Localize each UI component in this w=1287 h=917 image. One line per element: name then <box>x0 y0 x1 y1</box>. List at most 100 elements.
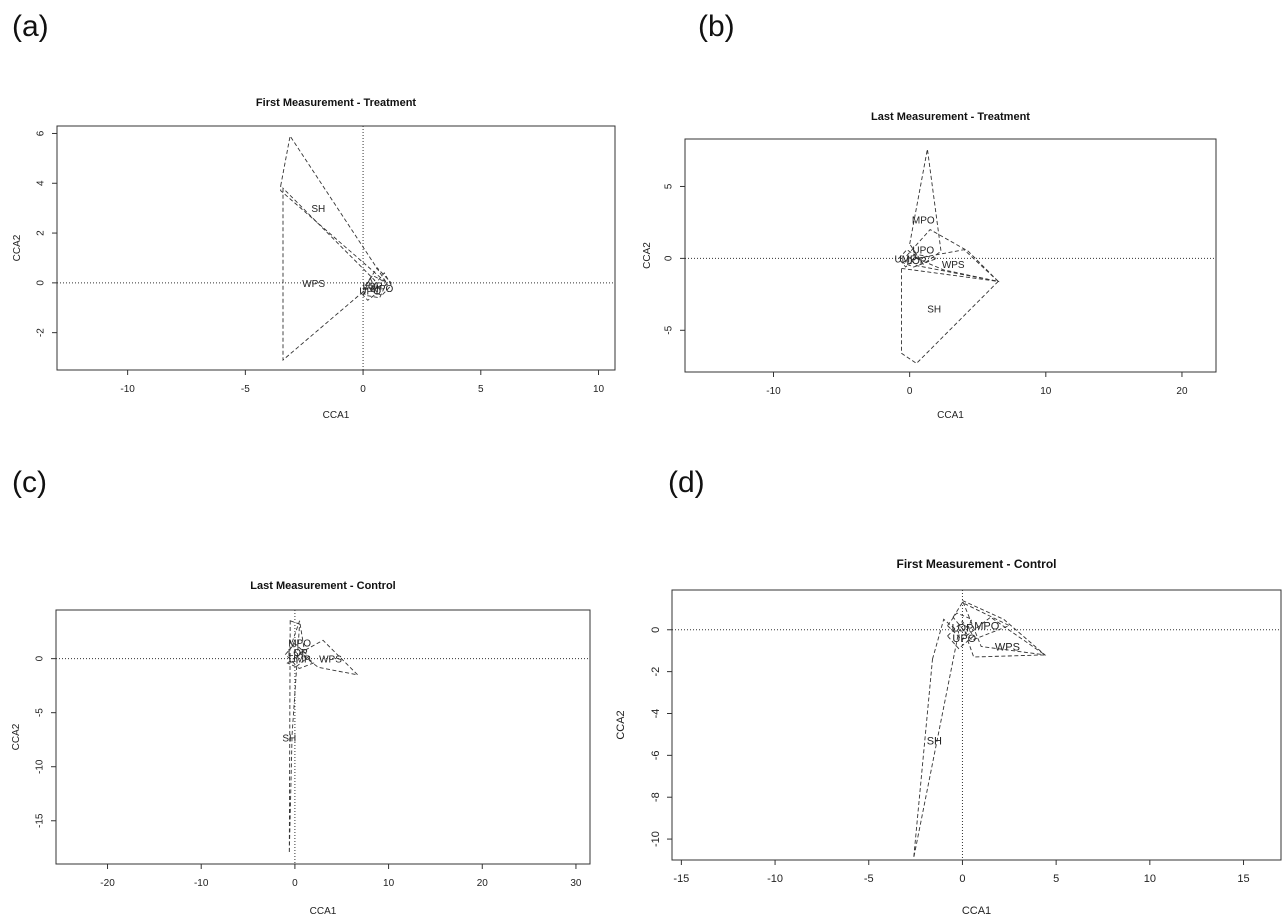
hull-ump <box>898 249 919 268</box>
x-tick-label: 30 <box>570 878 582 889</box>
hull-upo <box>362 276 378 301</box>
panel-letter-b: (b) <box>698 10 735 43</box>
hull-sh <box>913 618 960 858</box>
x-tick-label: 20 <box>1176 386 1188 397</box>
x-axis-label: CCA1 <box>310 906 337 917</box>
x-tick-label: -5 <box>864 873 874 885</box>
hull-label-mpo: MPO <box>974 621 1000 633</box>
y-axis-label: CCA2 <box>11 723 22 750</box>
y-tick-label: -10 <box>650 831 662 847</box>
panel-letter-d: (d) <box>668 466 705 499</box>
hull-label-sh: SH <box>311 204 325 215</box>
x-tick-label: 10 <box>1144 873 1156 885</box>
chart-4: First Measurement - Control -15 -10 -5 0 5 10 1… <box>615 557 1282 917</box>
hull-label-ump: UMP <box>288 655 311 666</box>
plot-frame <box>55 609 591 865</box>
hull-lop <box>284 642 310 667</box>
y-axis-label: CCA2 <box>12 234 23 261</box>
y-tick-label: 0 <box>36 280 47 286</box>
x-tick-label: -5 <box>241 384 250 395</box>
hull-label-wps: WPS <box>319 655 342 666</box>
hull-label-upo: UPO <box>952 633 976 645</box>
chart-title: Last Measurement - Control <box>250 580 395 592</box>
y-axis-label: CCA2 <box>642 242 653 269</box>
y-tick-label: 4 <box>36 180 47 186</box>
x-tick-label: -10 <box>120 384 135 395</box>
hull-group <box>364 267 393 289</box>
y-axis-label: CCA2 <box>615 710 627 739</box>
x-tick-label: 15 <box>1237 873 1249 885</box>
panel-letter-c: (c) <box>12 466 47 499</box>
x-tick-label: 10 <box>1040 386 1052 397</box>
hull-group <box>961 599 1047 656</box>
y-tick-label: -15 <box>35 813 46 828</box>
chart-title: First Measurement - Treatment <box>256 97 416 109</box>
hull-mpo <box>369 272 392 296</box>
hull-label-upo: UPO <box>912 246 934 257</box>
plot-frame <box>684 138 1217 373</box>
x-tick-label: -15 <box>673 873 689 885</box>
x-tick-label: -10 <box>194 878 209 889</box>
hull-label-upo: UPO <box>359 286 381 297</box>
hull-label-lop: LOP <box>288 648 308 659</box>
y-tick-label: -5 <box>35 708 46 717</box>
x-tick-label: 10 <box>383 878 395 889</box>
hull-label-lop: LOP <box>906 256 926 267</box>
x-tick-label: 5 <box>1053 873 1059 885</box>
y-tick-label: -2 <box>36 328 47 337</box>
y-tick-label: -4 <box>650 709 662 719</box>
hull-mpo <box>909 149 942 265</box>
y-tick-label: -8 <box>650 792 662 802</box>
x-tick-label: 0 <box>907 386 913 397</box>
y-tick-label: 0 <box>650 627 662 633</box>
x-axis-label: CCA1 <box>937 410 964 421</box>
y-tick-label: 0 <box>664 255 675 261</box>
hull-label-sh: SH <box>927 736 942 748</box>
x-tick-label: 20 <box>477 878 489 889</box>
x-tick-label: 5 <box>478 384 484 395</box>
hull-sh <box>280 134 387 284</box>
plot-frame <box>56 125 616 371</box>
hull-label-sh: SH <box>927 305 941 316</box>
hull-label-sh: SH <box>282 734 296 745</box>
x-tick-label: -10 <box>767 873 783 885</box>
x-tick-label: -20 <box>100 878 115 889</box>
chart-2: Last Measurement - Treatment -10 0 10 20 -5 0 5… <box>642 111 1217 421</box>
y-tick-label: -10 <box>35 759 46 774</box>
chart-1: First Measurement - Treatment -10 -5 0 5 10 -2… <box>12 97 616 421</box>
hull-mpo <box>291 620 305 658</box>
hull-label-wps: WPS <box>995 642 1020 654</box>
hull-label-lop: LOP <box>951 623 973 635</box>
y-tick-label: 6 <box>36 130 47 136</box>
y-tick-label: -6 <box>650 750 662 760</box>
y-tick-label: -5 <box>664 325 675 334</box>
hull-sh <box>288 620 301 854</box>
hull-label-wps: WPS <box>302 279 325 290</box>
hull-sh <box>901 267 1000 364</box>
y-tick-label: 5 <box>664 183 675 189</box>
hull-lop <box>946 612 973 641</box>
chart-3: Last Measurement - Control -20 -10 0 10 20 30 -… <box>11 580 591 917</box>
y-tick-label: 0 <box>35 655 46 661</box>
hull-upo <box>946 620 975 650</box>
hull-wps <box>282 187 376 361</box>
plot-frame <box>671 589 1282 861</box>
x-tick-label: 10 <box>593 384 605 395</box>
chart-title: Last Measurement - Treatment <box>871 111 1030 123</box>
hull-label-mpo: MPO <box>912 216 935 227</box>
y-tick-label: -2 <box>650 667 662 677</box>
hull-ump <box>286 652 315 669</box>
chart-title: First Measurement - Control <box>896 557 1056 571</box>
hull-label-mpo: MPO <box>371 284 394 295</box>
hull-wps <box>298 639 360 676</box>
x-tick-label: 0 <box>360 384 366 395</box>
hull-wps <box>965 616 1047 658</box>
hull-upo <box>906 229 1000 283</box>
hull-label-wps: WPS <box>942 260 965 271</box>
x-tick-label: 0 <box>959 873 965 885</box>
hull-label-mpo: MPO <box>288 638 311 649</box>
x-tick-label: 0 <box>292 878 298 889</box>
x-axis-label: CCA1 <box>323 410 350 421</box>
x-tick-label: -10 <box>766 386 781 397</box>
